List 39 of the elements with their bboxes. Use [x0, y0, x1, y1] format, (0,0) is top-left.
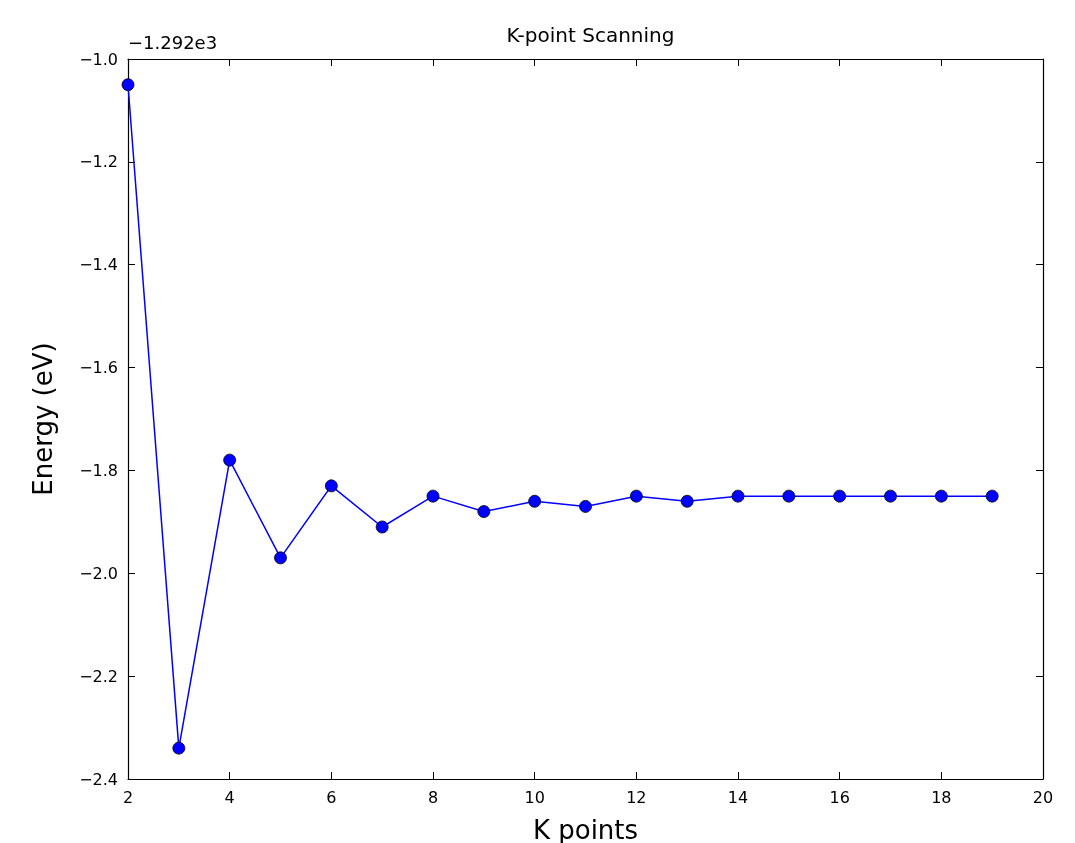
x-tick-label: 2: [122, 787, 134, 807]
point: [477, 505, 491, 518]
point: [121, 78, 135, 92]
y-tick-label: −2.4: [79, 769, 118, 789]
y-tick-label: −1.0: [79, 49, 118, 69]
y-tick-label: −1.2: [79, 152, 118, 172]
chart-title: K-point Scanning: [506, 23, 675, 47]
point: [782, 489, 796, 503]
y-axis-title: Energy (eV): [28, 342, 58, 496]
point: [629, 489, 643, 503]
x-tick-label: 20: [1032, 787, 1054, 807]
y-tick-label: −2.2: [79, 666, 118, 686]
point: [426, 489, 440, 503]
text: −1.292e3: [128, 31, 218, 53]
point: [223, 453, 237, 467]
y-tick-label: −2.0: [79, 563, 118, 583]
x-tick-label: 16: [829, 787, 850, 807]
y-tick-label: −1.8: [79, 460, 118, 480]
x-tick-label: 18: [931, 787, 952, 807]
point: [172, 741, 186, 755]
point: [375, 520, 389, 534]
point: [324, 479, 338, 493]
point: [528, 494, 542, 508]
y-tick-label: −1.6: [79, 358, 118, 378]
x-tick-label: 4: [224, 787, 235, 807]
x-tick-label: 8: [427, 787, 439, 807]
point: [579, 500, 592, 513]
y-tick-label: −1.4: [79, 255, 118, 275]
x-tick-label: 14: [727, 787, 749, 807]
point: [985, 489, 999, 503]
point: [833, 489, 847, 503]
point: [884, 489, 897, 503]
point: [934, 489, 948, 503]
x-tick-label: 10: [524, 787, 545, 807]
x-tick-label: 6: [326, 787, 337, 807]
point: [680, 494, 694, 508]
point: [274, 551, 287, 565]
point: [731, 489, 745, 503]
x-tick-label: 12: [626, 787, 647, 807]
